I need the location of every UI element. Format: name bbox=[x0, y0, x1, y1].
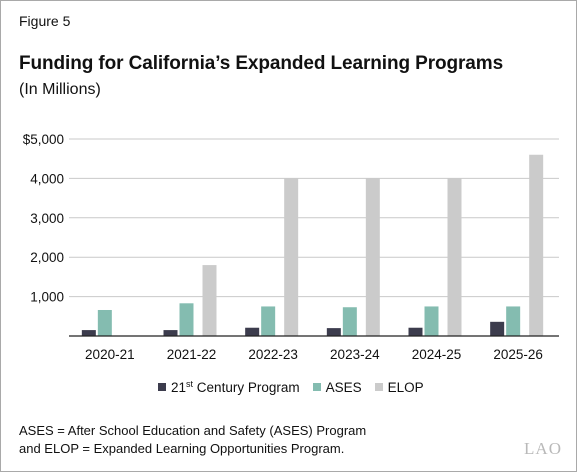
bar-21st-century-program-2023-24 bbox=[326, 328, 341, 336]
lao-logo: LAO bbox=[524, 439, 562, 458]
bar-ases-2021-22 bbox=[179, 303, 194, 336]
bar-21st-century-program-2020-21 bbox=[81, 330, 96, 336]
chart-subtitle: (In Millions) bbox=[19, 81, 101, 98]
bar-elop-2022-23 bbox=[284, 178, 299, 336]
bar-ases-2020-21 bbox=[97, 309, 112, 336]
x-tick-label: 2023-24 bbox=[330, 347, 380, 362]
chart-legend: 21st Century Program ASES ELOP bbox=[158, 379, 437, 395]
x-tick-label: 2021-22 bbox=[167, 347, 217, 362]
x-tick-label: 2025-26 bbox=[493, 347, 543, 362]
footnote-line-2: and ELOP = Expanded Learning Opportuniti… bbox=[19, 441, 345, 456]
figure-label: Figure 5 bbox=[19, 13, 71, 29]
legend-label-ases: ASES bbox=[325, 379, 362, 395]
bar-21st-century-program-2024-25 bbox=[408, 327, 423, 336]
legend-item-elop: ELOP bbox=[374, 379, 424, 395]
legend-item-21st-century: 21st Century Program bbox=[158, 379, 300, 395]
x-tick-label: 2024-25 bbox=[412, 347, 462, 362]
bar-ases-2025-26 bbox=[506, 306, 521, 336]
bar-ases-2022-23 bbox=[261, 306, 276, 336]
bar-ases-2023-24 bbox=[342, 307, 357, 336]
y-tick-label: $5,000 bbox=[23, 132, 64, 147]
bar-elop-2021-22 bbox=[202, 265, 217, 336]
bar-21st-century-program-2022-23 bbox=[245, 327, 260, 336]
chart-title: Funding for California’s Expanded Learni… bbox=[19, 53, 504, 74]
y-tick-label: 1,000 bbox=[30, 290, 64, 305]
bar-21st-century-program-2025-26 bbox=[490, 321, 505, 336]
x-tick-label: 2022-23 bbox=[248, 347, 298, 362]
bar-21st-century-program-2021-22 bbox=[163, 330, 178, 336]
legend-label-elop: ELOP bbox=[387, 379, 424, 395]
legend-swatch-21st-century bbox=[158, 383, 166, 391]
y-tick-label: 3,000 bbox=[30, 211, 64, 226]
legend-swatch-elop bbox=[374, 383, 383, 391]
bar-elop-2025-26 bbox=[529, 154, 544, 336]
bar-ases-2024-25 bbox=[424, 306, 439, 336]
legend-item-ases: ASES bbox=[312, 379, 362, 395]
x-tick-label: 2020-21 bbox=[85, 347, 135, 362]
bar-elop-2023-24 bbox=[365, 178, 380, 336]
legend-swatch-ases bbox=[312, 383, 321, 391]
footnote-line-1: ASES = After School Education and Safety… bbox=[19, 423, 367, 438]
y-tick-label: 2,000 bbox=[30, 250, 64, 265]
y-tick-label: 4,000 bbox=[30, 171, 64, 186]
footnote: ASES = After School Education and Safety… bbox=[19, 422, 439, 458]
bar-elop-2024-25 bbox=[447, 178, 462, 336]
legend-label-21st-century: 21st Century Program bbox=[171, 379, 300, 395]
